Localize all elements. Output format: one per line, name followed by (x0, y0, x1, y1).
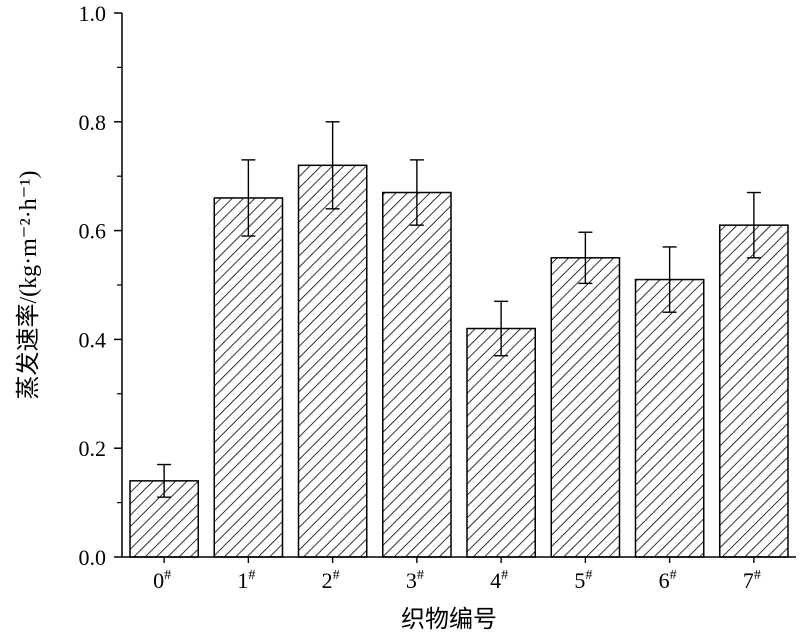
error-bar-1 (241, 159, 256, 237)
bar-6 (634, 278, 705, 558)
bar-7 (719, 224, 789, 558)
bar-2 (297, 164, 368, 558)
y-tick-label: 0.2 (79, 436, 107, 461)
y-tick-label: 0.6 (79, 219, 107, 244)
bar-1 (213, 197, 284, 558)
x-tick-label: 7# (743, 568, 761, 593)
error-bar-0 (157, 463, 172, 498)
bar-5 (550, 257, 621, 558)
y-tick-label: 0.8 (79, 110, 107, 135)
x-axis-title: 织物编号 (401, 606, 497, 633)
y-axis-ticks: 0.0 0.2 0.4 0.6 0.8 1.0 (79, 1, 122, 570)
error-bar-6 (662, 246, 677, 313)
error-bar-7 (746, 191, 761, 259)
error-bar-2 (325, 121, 340, 210)
bar-3 (382, 191, 452, 558)
y-tick-label: 0.4 (79, 327, 107, 352)
bars (129, 164, 789, 558)
y-tick-label: 0.0 (79, 545, 107, 570)
bar-4 (466, 327, 536, 558)
x-tick-label: 1# (237, 568, 255, 593)
x-tick-label: 5# (574, 568, 592, 593)
error-bar-3 (409, 159, 424, 226)
x-tick-label: 0# (153, 568, 171, 593)
x-tick-label: 3# (406, 568, 424, 593)
x-axis-tick-labels: 0# 1# 2# 3# 4# 5# 6# 7# (153, 557, 761, 593)
x-tick-label: 6# (659, 568, 677, 593)
error-bar-4 (494, 300, 509, 357)
x-tick-label: 2# (322, 568, 340, 593)
x-tick-label: 4# (490, 568, 508, 593)
y-tick-label: 1.0 (79, 1, 107, 26)
error-bars (157, 121, 761, 498)
y-axis-title: 蒸发速率/(kg·m⁻²·h⁻¹) (15, 170, 42, 399)
error-bar-5 (578, 231, 593, 285)
